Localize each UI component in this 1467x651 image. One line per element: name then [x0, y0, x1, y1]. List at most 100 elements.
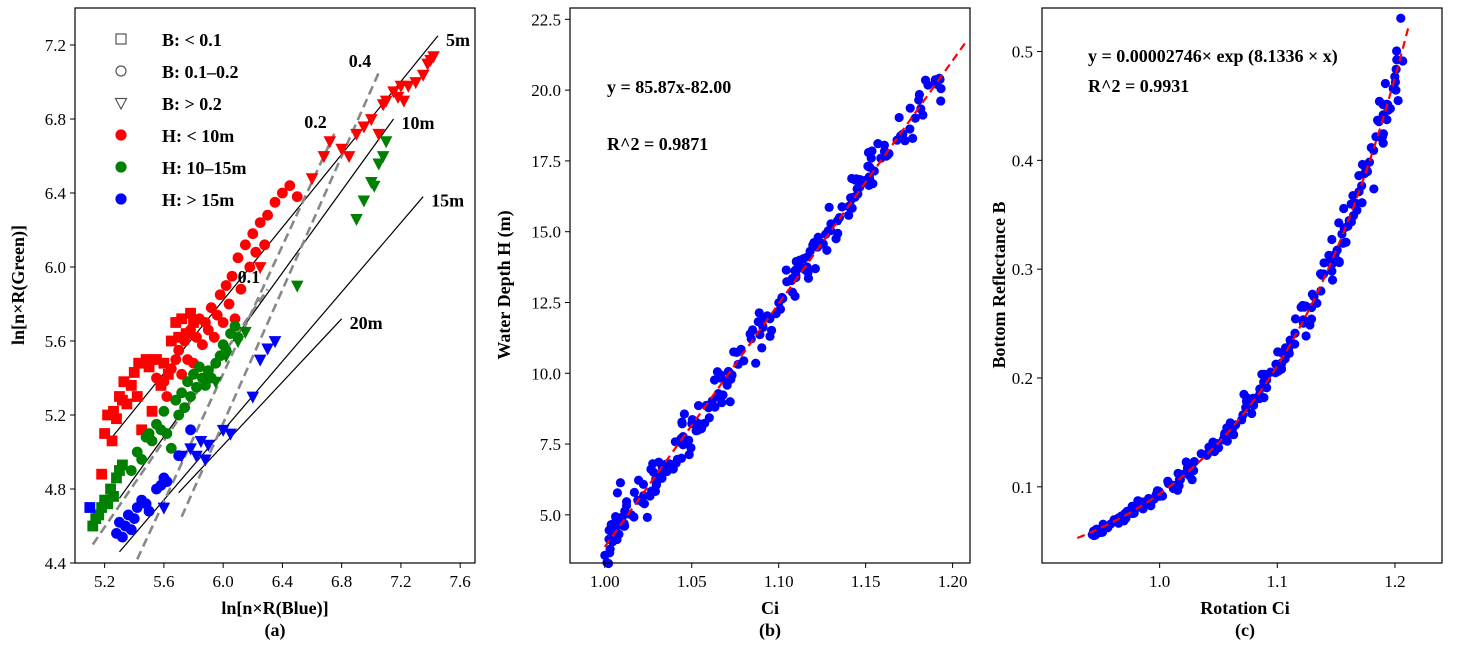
data-point	[629, 512, 639, 522]
legend-marker	[115, 129, 127, 141]
panel-b: 1.00 1.05 1.10 1.15 1.20 5.0 7.5 10.0 12.5 15.0 1…	[494, 7, 971, 641]
data-point	[191, 331, 202, 343]
data-point	[610, 534, 620, 545]
data-point	[1357, 159, 1368, 170]
data-point	[1378, 129, 1389, 139]
data-point	[1259, 369, 1269, 379]
data-point	[202, 439, 215, 452]
data-point	[111, 413, 122, 425]
data-point	[1327, 234, 1337, 245]
data-point	[232, 252, 244, 264]
data-point	[1352, 205, 1362, 215]
data-point	[96, 468, 108, 480]
data-point	[143, 505, 155, 517]
data-point	[379, 136, 393, 149]
data-point	[376, 151, 390, 164]
b-x-tick-label: 1.15	[851, 572, 881, 591]
data-point	[684, 449, 694, 460]
data-point	[117, 531, 128, 543]
data-point	[1285, 335, 1295, 345]
data-point	[416, 69, 430, 82]
a-x-tick-label: 5.2	[94, 572, 115, 591]
panel-c-plot-area	[1076, 13, 1411, 541]
data-point	[654, 457, 664, 467]
data-point	[687, 415, 697, 425]
data-point	[190, 450, 203, 463]
data-point	[290, 280, 304, 293]
data-point	[220, 280, 232, 291]
data-point	[323, 136, 337, 149]
b-y-tick-label: 10.0	[531, 364, 561, 383]
data-point	[1354, 171, 1364, 181]
data-point	[209, 376, 223, 389]
legend-label: H: < 10m	[162, 126, 234, 146]
data-point	[1307, 289, 1318, 299]
data-point	[197, 339, 208, 351]
panel-b-plot-area	[600, 42, 966, 569]
a-y-tick-label: 4.8	[45, 480, 66, 499]
data-point	[173, 344, 185, 356]
legend-marker	[114, 97, 128, 111]
data-point	[117, 459, 128, 471]
panel-b-x-ticks: 1.00 1.05 1.10 1.15 1.20	[590, 563, 967, 591]
data-point	[1305, 320, 1315, 330]
data-point	[305, 173, 319, 186]
data-point	[1300, 301, 1311, 311]
data-point	[350, 214, 363, 226]
b-y-tick-label: 5.0	[540, 506, 561, 525]
data-point	[157, 502, 171, 515]
depth-line-label: 20m	[350, 313, 383, 333]
data-point	[372, 128, 385, 141]
data-point	[158, 405, 170, 417]
data-point	[128, 513, 140, 524]
data-point	[1380, 78, 1390, 89]
data-point	[239, 326, 252, 339]
data-point	[175, 450, 188, 463]
b-x-tick-label: 1.00	[590, 572, 620, 591]
data-point	[1392, 55, 1402, 65]
data-point	[621, 497, 632, 507]
panel-a-frame	[74, 7, 476, 564]
data-point	[837, 202, 847, 212]
data-point	[253, 262, 267, 275]
data-point	[1214, 443, 1224, 453]
data-point	[1290, 314, 1301, 324]
data-point	[676, 453, 687, 463]
data-point	[161, 476, 173, 488]
data-point	[357, 195, 371, 208]
data-point	[253, 354, 267, 367]
legend-marker	[115, 65, 127, 77]
a-y-tick-label: 5.2	[45, 406, 66, 425]
data-point	[268, 336, 282, 349]
depth-line-15m	[118, 196, 424, 553]
depth-line-label: 10m	[402, 113, 435, 133]
data-point	[397, 95, 411, 108]
data-point	[170, 354, 182, 365]
data-point	[125, 524, 137, 536]
legend-label: B: 0.1–0.2	[162, 62, 239, 82]
data-point	[214, 289, 226, 301]
data-point	[1392, 46, 1402, 56]
b-y-tick-label: 12.5	[531, 293, 561, 312]
data-point	[757, 343, 767, 353]
reflectance-line-0.4	[180, 72, 380, 518]
data-point	[379, 95, 393, 108]
b-x-tick-label: 1.05	[677, 572, 707, 591]
data-point	[790, 266, 800, 276]
data-point	[194, 361, 205, 373]
data-point	[136, 454, 148, 465]
data-point	[84, 502, 96, 513]
a-y-tick-label: 7.2	[45, 36, 66, 55]
c-x-tick-label: 1.0	[1149, 572, 1170, 591]
data-point	[775, 304, 786, 314]
data-point	[208, 331, 220, 343]
data-point	[726, 374, 736, 384]
data-point	[866, 153, 876, 163]
reflectance-line-label: 0.2	[304, 112, 327, 132]
data-point	[229, 320, 241, 332]
b-y-tick-label: 17.5	[531, 152, 561, 171]
data-point	[176, 368, 188, 380]
legend-label: B: < 0.1	[162, 30, 222, 50]
data-point	[1334, 257, 1344, 267]
